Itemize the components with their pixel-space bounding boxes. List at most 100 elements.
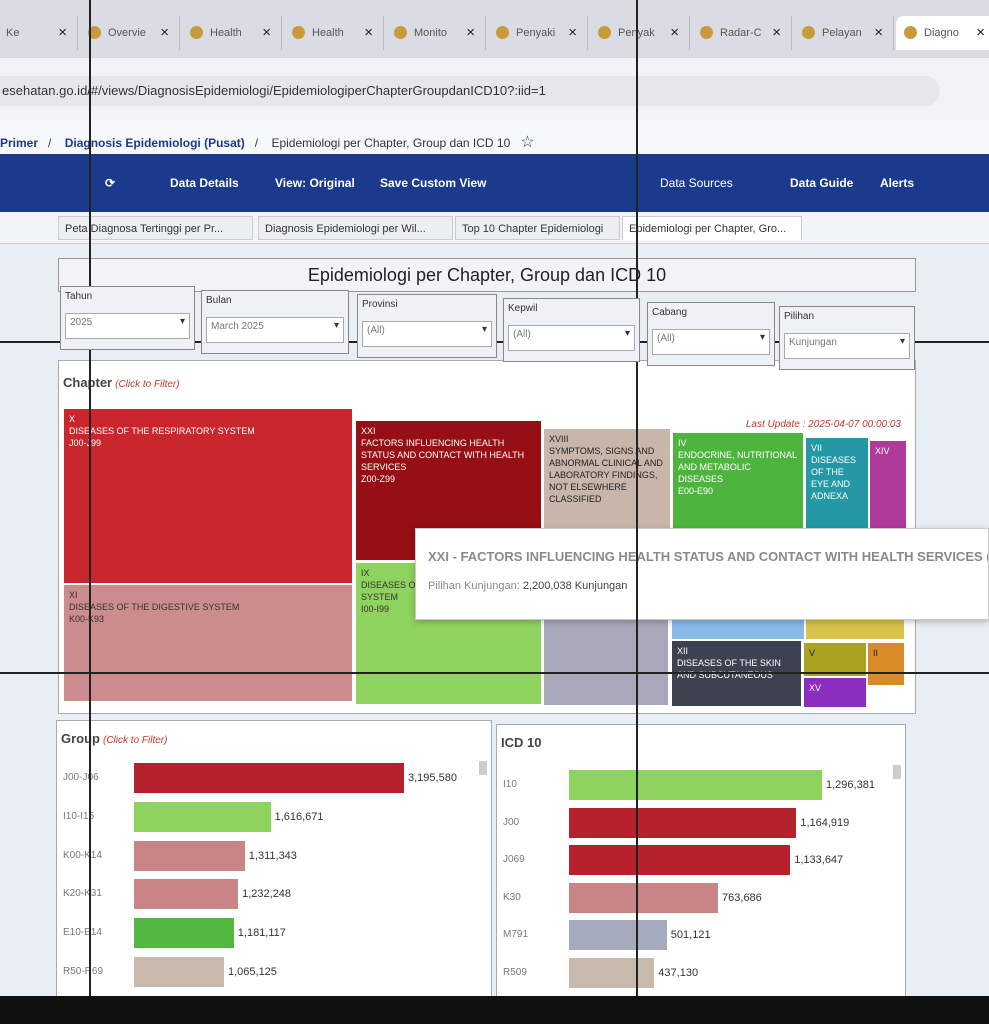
breadcrumb: Primer / Diagnosis Epidemiologi (Pusat) / … — [0, 120, 989, 154]
browser-tab[interactable]: Overvie — [80, 16, 180, 50]
cell-code: XI — [69, 590, 78, 600]
treemap-cell[interactable]: XVIII SYMPTOMS, SIGNS AND ABNORMAL CLINIC… — [543, 428, 671, 540]
dashboard-title: Epidemiologi per Chapter, Group dan ICD … — [58, 258, 916, 292]
tooltip-title: XXI - FACTORS INFLUENCING HEALTH STATUS … — [428, 549, 988, 564]
toolbar-button[interactable]: Data Sources — [660, 176, 733, 190]
treemap-cell[interactable]: XI DISEASES OF THE DIGESTIVE SYSTEM K00-K9… — [63, 584, 353, 702]
crumb: Epidemiologi per Chapter, Group dan ICD … — [271, 136, 511, 150]
cell-range: Z00-Z99 — [361, 474, 396, 484]
cell-range: K00-K93 — [69, 614, 105, 624]
sheet-tab[interactable]: Top 10 Chapter Epidemiologi — [455, 216, 620, 240]
bar-value: 1,065,125 — [227, 966, 277, 978]
treemap-cell[interactable]: X DISEASES OF THE RESPIRATORY SYSTEM J00-J… — [63, 408, 353, 584]
cell-code: XV — [809, 683, 822, 693]
toolbar-button[interactable]: View: Original — [275, 176, 355, 190]
bar-category: E10-E14 — [63, 927, 102, 939]
url[interactable]: esehatan.go.id/#/views/DiagnosisEpidemio… — [0, 76, 940, 106]
bar[interactable] — [569, 770, 822, 800]
filter-label: Bulan — [206, 295, 232, 306]
tooltip-label: Pilihan Kunjungan: — [428, 580, 520, 592]
bar[interactable] — [569, 920, 667, 951]
bar[interactable] — [134, 918, 234, 949]
bar[interactable] — [134, 879, 239, 910]
sheet-tab[interactable]: Peta Diagnosa Tertinggi per Pr... — [58, 216, 253, 240]
favorite-star[interactable]: ☆ — [520, 134, 535, 151]
bar-value: 3,195,580 — [408, 772, 457, 784]
sheet-tab[interactable]: Epidemiologi per Chapter, Gro... — [622, 216, 802, 240]
bar-category: J00 — [503, 816, 520, 828]
bar[interactable] — [569, 958, 655, 988]
panel-title: Group (Click to Filter) — [61, 731, 167, 746]
treemap-cell[interactable]: V — [803, 642, 867, 677]
bar[interactable] — [134, 801, 271, 832]
bezel — [0, 996, 989, 1024]
cell-name: ENDOCRINE, NUTRITIONAL AND METABOLIC DIS… — [678, 450, 797, 484]
bar[interactable] — [569, 845, 791, 876]
filter-dropdown[interactable]: (All) — [362, 321, 492, 347]
cell-code: XIV — [875, 446, 890, 456]
icd10-panel: ICD 10 I10 1,296,381 J00 1,164,919 J069 1,133… — [496, 724, 906, 1000]
cell-name: DISEASES OF THE DIGESTIVE SYSTEM — [69, 602, 240, 612]
browser-tab[interactable]: Diagno — [896, 16, 989, 50]
last-update: Last Update : 2025-04-07 00:00:03 — [745, 419, 901, 430]
browser-tab[interactable]: Monito — [386, 16, 486, 50]
scrollbar[interactable] — [893, 765, 901, 779]
tooltip-value: 2,200,038 Kunjungan — [522, 580, 628, 592]
treemap-cell[interactable]: IV ENDOCRINE, NUTRITIONAL AND METABOLIC D… — [672, 432, 804, 540]
filter: Kepwil (All) — [503, 298, 640, 362]
cell-code: IX — [361, 568, 370, 578]
bar-value: 1,181,117 — [237, 927, 286, 940]
cell-code: II — [873, 648, 879, 658]
filter-dropdown[interactable]: (All) — [508, 325, 635, 351]
tab-strip: KeOvervieHealthHealthMonitoPenyakiPenyak… — [0, 0, 989, 58]
toolbar-icon[interactable]: ⟳ — [105, 176, 116, 190]
sheet-tab[interactable]: Diagnosis Epidemiologi per Wil... — [258, 216, 453, 240]
hint: (Click to Filter) — [115, 379, 180, 390]
filter-dropdown[interactable]: March 2025 — [206, 317, 344, 343]
bar-value: 437,130 — [658, 967, 699, 979]
filter-dropdown[interactable]: (All) — [652, 329, 770, 355]
cell-code: XXI — [361, 426, 376, 436]
toolbar-button[interactable]: Alerts — [880, 176, 915, 190]
browser-tab[interactable]: Pelayan — [794, 16, 894, 50]
bar-value: 1,133,647 — [794, 854, 844, 867]
cell-name: SYMPTOMS, SIGNS AND ABNORMAL CLINICAL AN… — [549, 446, 663, 504]
filter-label: Kepwil — [508, 303, 538, 314]
browser-tab[interactable]: Radar-C — [692, 16, 792, 50]
toolbar: ⟳ Data Details View: Original Save Custo… — [0, 154, 989, 212]
bar-category: K30 — [503, 891, 521, 903]
treemap-cell[interactable]: XIV — [869, 440, 907, 540]
panel-title-text: Group — [61, 731, 100, 746]
bar[interactable] — [134, 763, 404, 793]
bar[interactable] — [569, 807, 797, 838]
cell-name: DISEASES OF THE RESPIRATORY SYSTEM — [69, 426, 255, 436]
filter-dropdown[interactable]: Kunjungan — [784, 333, 910, 359]
filter-label: Cabang — [652, 307, 688, 318]
treemap-cell[interactable]: II — [867, 642, 905, 686]
treemap-cell[interactable]: XV — [803, 677, 867, 708]
browser-tab[interactable]: Penyaki — [488, 16, 588, 50]
toolbar-button[interactable]: Data Guide — [790, 176, 854, 190]
bar[interactable] — [134, 840, 245, 871]
crumb[interactable]: Primer — [0, 136, 39, 150]
bar-value: 1,232,248 — [242, 888, 292, 901]
scrollbar[interactable] — [479, 761, 487, 775]
browser-tab[interactable]: Health — [284, 16, 384, 50]
filter: Provinsi (All) — [357, 294, 497, 358]
bar[interactable] — [569, 882, 719, 913]
browser-tab[interactable]: Penyak — [590, 16, 690, 50]
crumb[interactable]: Diagnosis Epidemiologi (Pusat) — [64, 136, 245, 150]
toolbar-button[interactable]: Data Details — [170, 176, 239, 190]
filter: Tahun 2025 — [60, 286, 195, 350]
browser-tab[interactable]: Ke — [0, 16, 78, 50]
filter-dropdown[interactable]: 2025 — [65, 313, 190, 339]
panel-title: Chapter (Click to Filter) — [63, 375, 180, 390]
bar-value: 1,296,381 — [826, 779, 875, 791]
filter: Bulan March 2025 — [201, 290, 349, 354]
cell-code: XII — [677, 646, 689, 656]
treemap-cell[interactable]: VII DISEASES OF THE EYE AND ADNEXA — [805, 437, 869, 540]
toolbar-button[interactable]: Save Custom View — [380, 176, 487, 190]
browser-tab[interactable]: Health — [182, 16, 282, 50]
bar[interactable] — [134, 957, 224, 987]
